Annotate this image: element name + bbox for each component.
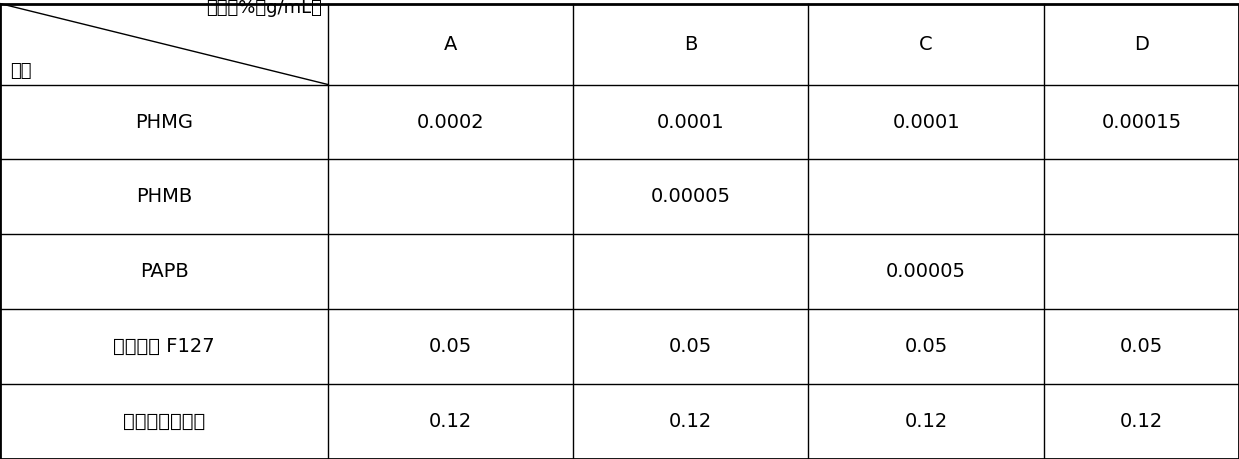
Text: 0.00015: 0.00015 — [1101, 112, 1182, 132]
Text: 0.0001: 0.0001 — [892, 112, 960, 132]
Text: B: B — [684, 34, 698, 54]
Text: 0.00005: 0.00005 — [886, 262, 966, 281]
Text: 0.00005: 0.00005 — [650, 187, 731, 207]
Text: C: C — [919, 34, 933, 54]
Text: 羟丙甲基纤维素: 羟丙甲基纤维素 — [123, 412, 206, 431]
Text: 0.12: 0.12 — [669, 412, 712, 431]
Text: D: D — [1134, 34, 1149, 54]
Text: 组分: 组分 — [10, 62, 31, 80]
Text: 0.12: 0.12 — [429, 412, 472, 431]
Text: 泊洛沙姆 F127: 泊洛沙姆 F127 — [113, 337, 216, 356]
Text: 0.05: 0.05 — [904, 337, 948, 356]
Text: PHMB: PHMB — [136, 187, 192, 207]
Text: PAPB: PAPB — [140, 262, 188, 281]
Text: PHMG: PHMG — [135, 112, 193, 132]
Text: 0.12: 0.12 — [904, 412, 948, 431]
Text: 含量（%，g/mL）: 含量（%，g/mL） — [206, 0, 322, 17]
Text: 0.0002: 0.0002 — [416, 112, 484, 132]
Text: 0.0001: 0.0001 — [657, 112, 725, 132]
Text: A: A — [444, 34, 457, 54]
Text: 0.05: 0.05 — [1120, 337, 1163, 356]
Text: 0.12: 0.12 — [1120, 412, 1163, 431]
Text: 0.05: 0.05 — [429, 337, 472, 356]
Text: 0.05: 0.05 — [669, 337, 712, 356]
